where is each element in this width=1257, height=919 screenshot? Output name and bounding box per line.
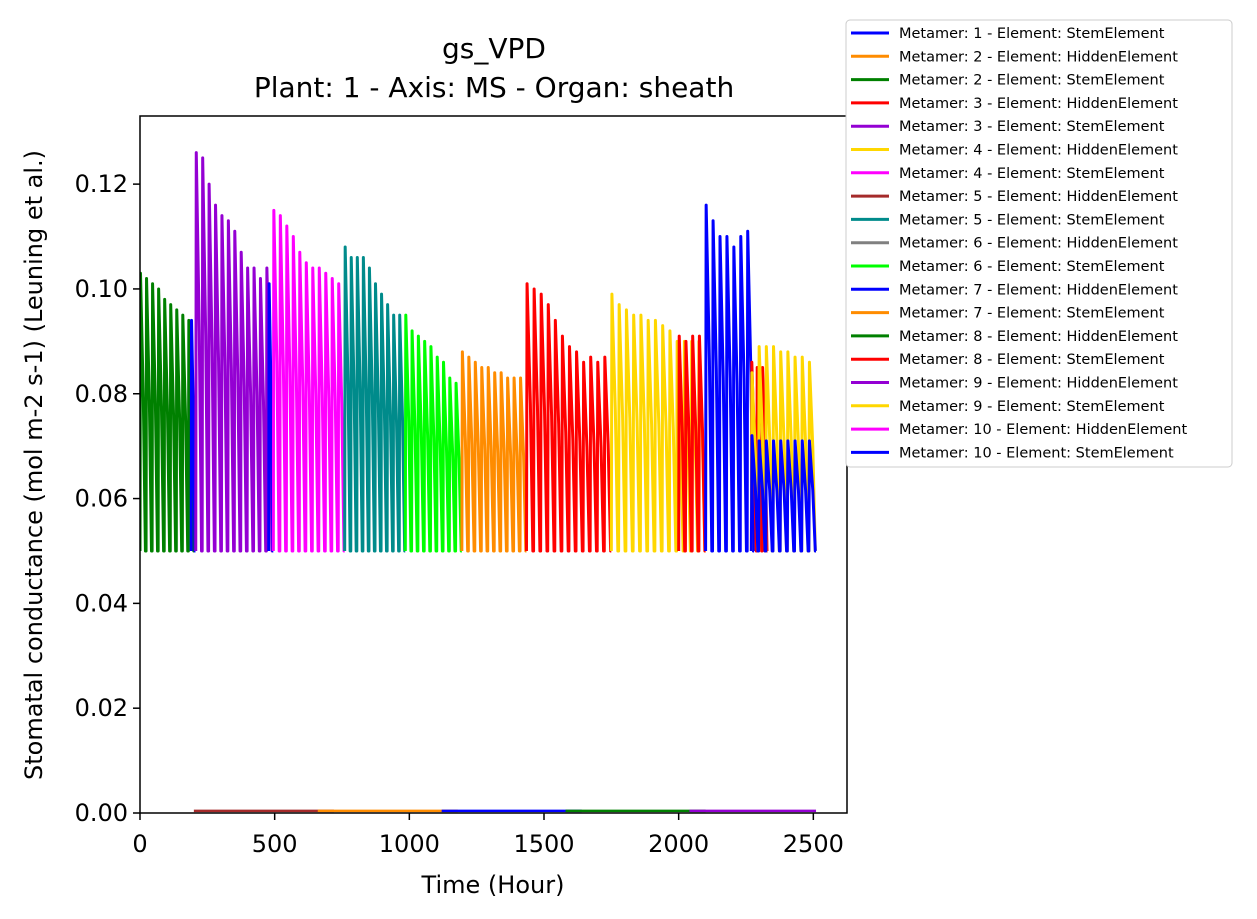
y-tick-label: 0.10	[75, 275, 128, 303]
legend-item: Metamer: 6 - Element: StemElement	[851, 259, 1165, 275]
chart-subtitle: Plant: 1 - Axis: MS - Organ: sheath	[254, 71, 734, 104]
legend-label: Metamer: 2 - Element: StemElement	[899, 73, 1165, 89]
legend-item: Metamer: 10 - Element: StemElement	[851, 445, 1174, 461]
legend-item: Metamer: 5 - Element: StemElement	[851, 212, 1165, 228]
chart-title: gs_VPD	[442, 32, 546, 65]
legend: Metamer: 1 - Element: StemElement Metamer…	[845, 19, 1233, 468]
legend-label: Metamer: 8 - Element: StemElement	[899, 352, 1165, 368]
legend-label: Metamer: 5 - Element: HiddenElement	[899, 189, 1178, 205]
y-tick-label: 0.02	[75, 694, 128, 722]
legend-item: Metamer: 7 - Element: HiddenElement	[851, 282, 1178, 298]
legend-item: Metamer: 9 - Element: HiddenElement	[851, 376, 1178, 392]
y-axis: 0.00 0.02 0.04 0.06 0.08 0.10 0.12	[75, 170, 140, 827]
x-tick-label: 0	[132, 830, 147, 858]
legend-label: Metamer: 10 - Element: HiddenElement	[899, 422, 1187, 438]
legend-label: Metamer: 9 - Element: StemElement	[899, 399, 1165, 415]
legend-item: Metamer: 6 - Element: HiddenElement	[851, 236, 1178, 252]
series-layer	[140, 151, 817, 813]
legend-label: Metamer: 6 - Element: HiddenElement	[899, 236, 1178, 252]
series-line-8	[460, 350, 528, 553]
series-line-3	[194, 151, 274, 553]
series-line-11	[677, 334, 707, 553]
series-line-2	[189, 318, 197, 553]
series-line-7	[403, 313, 463, 553]
legend-label: Metamer: 9 - Element: HiddenElement	[899, 376, 1178, 392]
legend-label: Metamer: 5 - Element: StemElement	[899, 212, 1165, 228]
y-tick-label: 0.12	[75, 170, 128, 198]
legend-label: Metamer: 3 - Element: StemElement	[899, 119, 1165, 135]
legend-item: Metamer: 3 - Element: StemElement	[851, 119, 1165, 135]
legend-item: Metamer: 9 - Element: StemElement	[851, 399, 1165, 415]
legend-label: Metamer: 6 - Element: StemElement	[899, 259, 1165, 275]
legend-label: Metamer: 7 - Element: StemElement	[899, 306, 1165, 322]
legend-item: Metamer: 4 - Element: StemElement	[851, 166, 1165, 182]
legend-label: Metamer: 7 - Element: HiddenElement	[899, 282, 1178, 298]
legend-label: Metamer: 2 - Element: HiddenElement	[899, 49, 1178, 65]
x-tick-label: 1500	[513, 830, 574, 858]
series-line-12	[704, 203, 755, 553]
legend-label: Metamer: 8 - Element: HiddenElement	[899, 329, 1178, 345]
x-tick-label: 2000	[648, 830, 709, 858]
y-tick-label: 0.06	[75, 485, 128, 513]
series-line-5	[271, 208, 346, 553]
legend-label: Metamer: 1 - Element: StemElement	[899, 26, 1165, 42]
y-tick-label: 0.08	[75, 380, 128, 408]
y-tick-label: 0.00	[75, 799, 128, 827]
legend-label: Metamer: 10 - Element: StemElement	[899, 445, 1174, 461]
legend-frame	[845, 19, 1233, 468]
x-axis: 0 500 1000 1500 2000 2500	[132, 813, 844, 858]
plot-area	[140, 151, 817, 813]
series-line-14	[749, 345, 817, 553]
x-tick-label: 500	[252, 830, 298, 858]
y-axis-label: Stomatal conductance (mol m-2 s-1) (Leun…	[20, 150, 48, 780]
series-line-15	[749, 434, 817, 553]
legend-item: Metamer: 2 - Element: StemElement	[851, 73, 1165, 89]
series-line-6	[343, 245, 407, 553]
legend-item: Metamer: 3 - Element: HiddenElement	[851, 96, 1178, 112]
series-line-4	[267, 282, 275, 553]
legend-item: Metamer: 4 - Element: HiddenElement	[851, 143, 1178, 159]
legend-item: Metamer: 7 - Element: StemElement	[851, 306, 1165, 322]
legend-label: Metamer: 4 - Element: StemElement	[899, 166, 1165, 182]
x-tick-label: 1000	[379, 830, 440, 858]
series-line-1	[140, 271, 196, 553]
legend-item: Metamer: 8 - Element: StemElement	[851, 352, 1165, 368]
legend-item: Metamer: 8 - Element: HiddenElement	[851, 329, 1178, 345]
legend-label: Metamer: 4 - Element: HiddenElement	[899, 143, 1178, 159]
legend-item: Metamer: 10 - Element: HiddenElement	[851, 422, 1187, 438]
x-tick-label: 2500	[783, 830, 844, 858]
legend-item: Metamer: 2 - Element: HiddenElement	[851, 49, 1178, 65]
series-line-9	[524, 282, 613, 553]
x-axis-label: Time (Hour)	[421, 871, 565, 899]
y-tick-label: 0.04	[75, 589, 128, 617]
legend-item: Metamer: 1 - Element: StemElement	[851, 26, 1165, 42]
legend-label: Metamer: 3 - Element: HiddenElement	[899, 96, 1178, 112]
legend-item: Metamer: 5 - Element: HiddenElement	[851, 189, 1178, 205]
